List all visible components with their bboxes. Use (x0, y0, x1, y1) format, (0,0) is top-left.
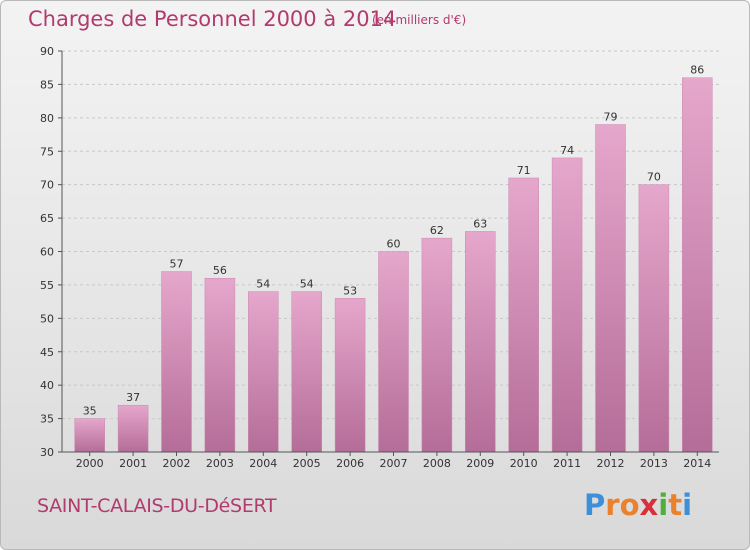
logo-letter: x (639, 488, 659, 522)
x-tick-label: 2012 (597, 457, 625, 470)
y-tick-label: 30 (40, 446, 54, 459)
x-tick-label: 2007 (380, 457, 408, 470)
bar-value-label: 54 (256, 278, 270, 291)
logo-letter: t (668, 488, 683, 522)
x-tick-label: 2010 (510, 457, 538, 470)
y-tick-label: 40 (40, 379, 54, 392)
x-tick-label: 2003 (206, 457, 234, 470)
x-tick-label: 2001 (119, 457, 147, 470)
y-tick-label: 70 (40, 179, 54, 192)
bar-value-label: 74 (560, 144, 574, 157)
bar (334, 298, 366, 453)
proxiti-logo: Proxiti (584, 488, 692, 522)
bar-value-label: 37 (126, 391, 140, 404)
bar-value-label: 62 (430, 224, 444, 237)
y-tick-label: 85 (40, 78, 54, 91)
commune-name: SAINT-CALAIS-DU-DéSERT (37, 495, 277, 517)
y-tick-label: 75 (40, 145, 54, 158)
bar (508, 177, 539, 453)
bars: 35 37 57 56 54 54 53 60 62 63 71 74 79 70 86 (74, 64, 713, 453)
x-tick-label: 2014 (683, 457, 711, 470)
bar (74, 418, 105, 453)
bar (465, 231, 496, 453)
bar (291, 291, 322, 453)
y-tick-label: 50 (40, 312, 54, 325)
chart-subtitle: (en milliers d'€) (372, 13, 467, 27)
chart-title: Charges de Personnel 2000 à 2014 (28, 7, 397, 31)
bar-value-label: 60 (387, 238, 401, 251)
y-tick-label: 55 (40, 279, 54, 292)
bar-value-label: 63 (473, 217, 487, 230)
bar (682, 77, 713, 453)
y-axis: 30 35 40 45 50 55 60 65 70 75 80 85 90 (40, 45, 63, 459)
bar (204, 277, 236, 453)
bar (248, 291, 279, 453)
logo-letter: P (584, 488, 606, 522)
y-tick-label: 65 (40, 212, 54, 225)
x-tick-label: 2011 (553, 457, 581, 470)
bar (551, 157, 583, 453)
bar-value-label: 53 (343, 284, 357, 297)
logo-letter: i (658, 488, 669, 522)
y-tick-label: 90 (40, 45, 54, 58)
y-tick-label: 45 (40, 346, 54, 359)
logo-letter: i (682, 488, 693, 522)
x-tick-label: 2002 (163, 457, 191, 470)
bar-value-label: 71 (517, 164, 531, 177)
bar-value-label: 56 (213, 264, 227, 277)
bar-value-label: 35 (83, 405, 97, 418)
bar-value-label: 86 (690, 64, 704, 77)
bar (117, 404, 149, 453)
x-tick-label: 2008 (423, 457, 451, 470)
x-tick-label: 2009 (466, 457, 494, 470)
x-tick-label: 2013 (640, 457, 668, 470)
bar (161, 271, 192, 453)
bar-value-label: 54 (300, 278, 314, 291)
logo-letter: o (619, 488, 640, 522)
bar (421, 237, 453, 453)
x-axis: 2000 2001 2002 2003 2004 2005 2006 2007 2008 2009… (62, 451, 719, 470)
bar (595, 124, 626, 453)
x-tick-label: 2005 (293, 457, 321, 470)
bar-value-label: 79 (604, 111, 618, 124)
y-tick-label: 35 (40, 413, 54, 426)
bar-value-label: 70 (647, 171, 661, 184)
y-tick-label: 60 (40, 246, 54, 259)
logo-letter: r (605, 488, 620, 522)
x-tick-label: 2006 (336, 457, 364, 470)
bar-value-label: 57 (170, 258, 184, 271)
bar (638, 184, 670, 453)
x-tick-label: 2004 (249, 457, 277, 470)
y-tick-label: 80 (40, 112, 54, 125)
bar (378, 251, 409, 453)
x-tick-label: 2000 (76, 457, 104, 470)
